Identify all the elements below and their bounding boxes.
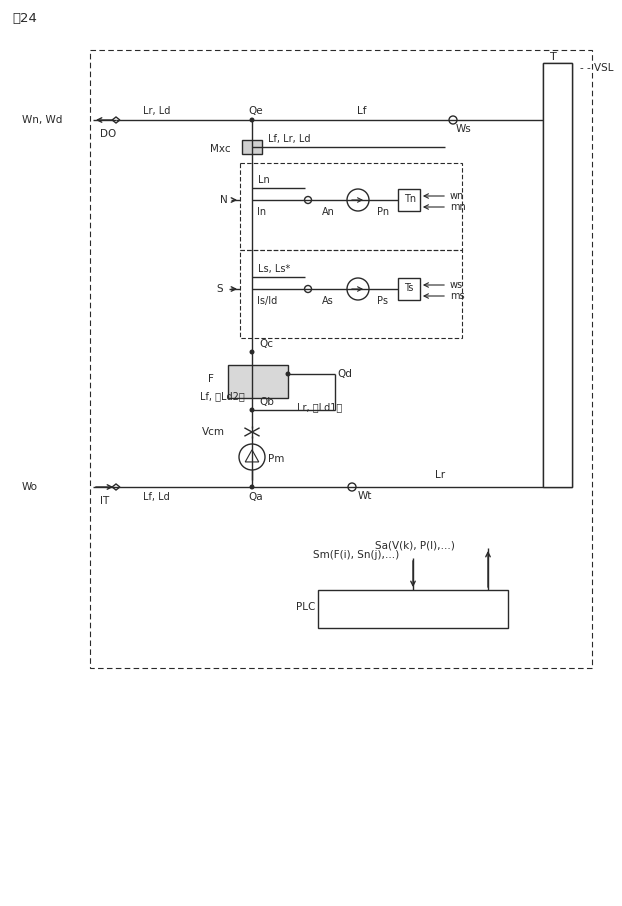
Text: - - VSL: - - VSL <box>580 63 613 73</box>
Text: F: F <box>208 374 214 384</box>
Circle shape <box>249 118 254 122</box>
Text: Pm: Pm <box>268 454 284 464</box>
Text: Ws: Ws <box>456 124 471 134</box>
Text: Wn, Wd: Wn, Wd <box>22 115 62 125</box>
Text: Vcm: Vcm <box>202 427 225 437</box>
Circle shape <box>285 371 290 377</box>
Text: Ts: Ts <box>404 283 414 293</box>
Polygon shape <box>245 450 259 462</box>
Polygon shape <box>112 484 120 490</box>
Text: S: S <box>216 284 223 294</box>
Text: wn: wn <box>450 191 464 201</box>
Text: As: As <box>322 296 334 306</box>
Circle shape <box>347 189 369 211</box>
Text: IT: IT <box>100 496 109 506</box>
Text: Qe: Qe <box>248 106 262 116</box>
Text: ws: ws <box>450 280 463 290</box>
Text: mn: mn <box>450 202 466 212</box>
Circle shape <box>239 444 265 470</box>
Text: 図24: 図24 <box>12 12 37 24</box>
Text: Sm(F(i), Sn(j),…): Sm(F(i), Sn(j),…) <box>313 550 399 560</box>
Text: Lr, 〈Ld1〉: Lr, 〈Ld1〉 <box>297 402 342 412</box>
Text: Lf: Lf <box>357 106 366 116</box>
Text: An: An <box>322 207 335 217</box>
Text: Tn: Tn <box>404 194 416 204</box>
Text: T: T <box>550 52 556 62</box>
Text: Ls, Ls*: Ls, Ls* <box>258 264 290 274</box>
Circle shape <box>348 483 356 491</box>
Circle shape <box>249 350 254 354</box>
Circle shape <box>249 408 254 412</box>
Text: Lf, Lr, Ld: Lf, Lr, Ld <box>268 134 310 144</box>
Text: Mxc: Mxc <box>210 144 231 154</box>
Text: Wo: Wo <box>22 482 38 492</box>
Text: ms: ms <box>450 291 465 301</box>
Text: Pn: Pn <box>377 207 389 217</box>
Circle shape <box>249 485 254 489</box>
Text: Lf, 〈Ld2〉: Lf, 〈Ld2〉 <box>200 391 244 401</box>
Circle shape <box>449 116 457 124</box>
Bar <box>543 63 572 487</box>
Bar <box>228 365 288 398</box>
Text: Wt: Wt <box>358 491 373 501</box>
Bar <box>318 590 508 628</box>
Text: Qd: Qd <box>337 369 352 379</box>
Text: N: N <box>220 195 228 205</box>
Text: Lr, Ld: Lr, Ld <box>143 106 170 116</box>
Bar <box>543 63 572 487</box>
Text: In: In <box>257 207 266 217</box>
Text: Lr: Lr <box>435 470 445 480</box>
Circle shape <box>305 285 312 293</box>
Text: Qb: Qb <box>259 397 274 407</box>
Bar <box>398 189 420 211</box>
Circle shape <box>347 278 369 300</box>
Text: Is/Id: Is/Id <box>257 296 277 306</box>
Text: DO: DO <box>100 129 116 139</box>
Text: Lf, Ld: Lf, Ld <box>143 492 170 502</box>
Bar <box>398 278 420 300</box>
Text: Ps: Ps <box>377 296 388 306</box>
Bar <box>242 140 262 154</box>
Text: Qc: Qc <box>259 339 273 349</box>
Polygon shape <box>112 117 120 123</box>
Text: Ln: Ln <box>258 175 270 185</box>
Text: PLC: PLC <box>296 602 315 612</box>
Circle shape <box>305 197 312 204</box>
Text: Qa: Qa <box>248 492 262 502</box>
Text: Sa(V(k), P(l),…): Sa(V(k), P(l),…) <box>375 541 455 551</box>
